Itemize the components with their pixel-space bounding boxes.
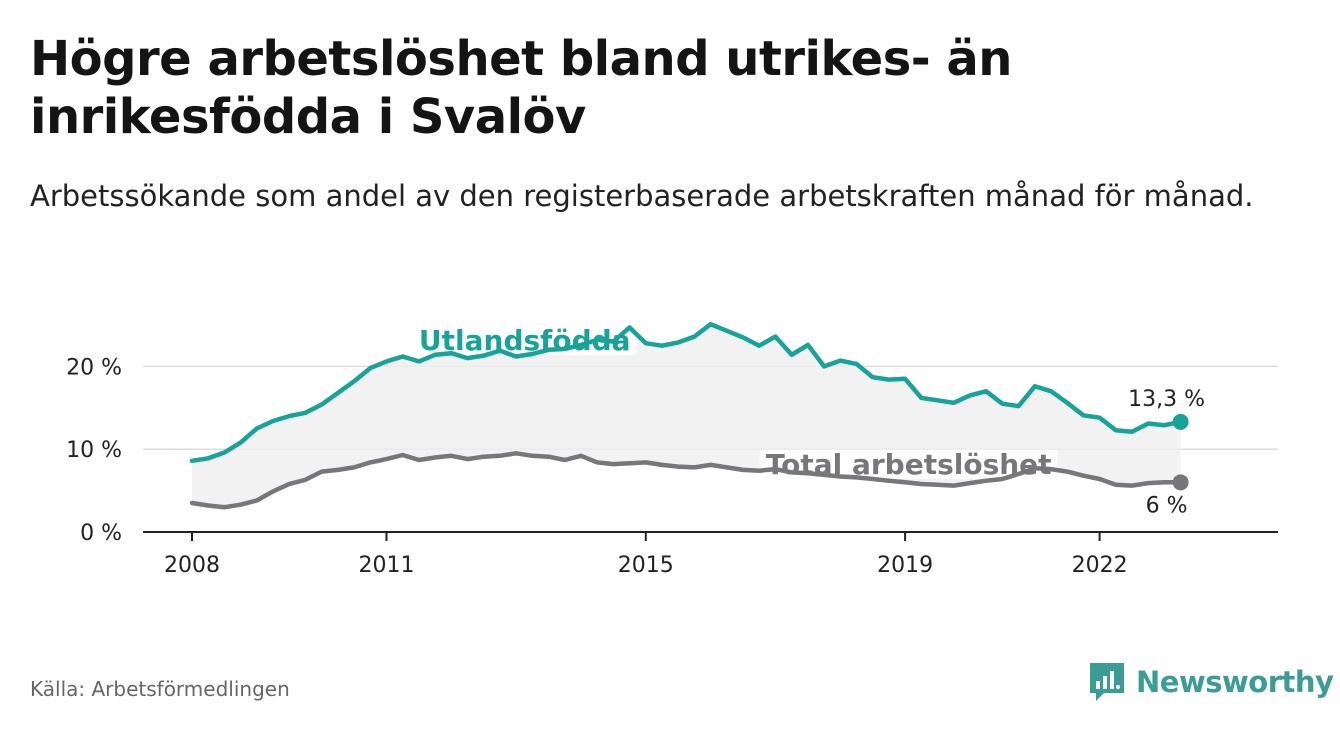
x-tick-label: 2019 — [877, 553, 933, 578]
source-note: Källa: Arbetsförmedlingen — [30, 677, 290, 701]
axes: 0 % 10 % 20 % 2008 2011 2015 2019 2022 — [66, 355, 1278, 578]
chart-title: Högre arbetslöshet bland utrikes- än inr… — [30, 31, 1012, 145]
series-label-background — [759, 450, 1058, 480]
y-tick-label: 0 % — [80, 521, 122, 546]
series-label-background — [412, 325, 637, 355]
x-tick-label: 2008 — [164, 553, 220, 578]
x-tick-label: 2022 — [1072, 553, 1128, 578]
series-end-label: 6 % — [1146, 493, 1188, 518]
series-name-label-total: Total arbetslöshet — [766, 448, 1052, 481]
y-tick-label: 20 % — [66, 355, 122, 380]
series-end-label: 13,3 % — [1128, 387, 1205, 412]
series-line-total — [189, 451, 1183, 510]
series-name-label-utlandsfodda: Utlandsfödda — [419, 324, 631, 357]
series-lines — [189, 321, 1189, 510]
brand-name: Newsworthy — [1136, 665, 1334, 699]
brand-logo[interactable]: Newsworthy — [1088, 660, 1334, 704]
chart-labels: 13,3 % 6 % Utlandsfödda Total arbetslöshet — [419, 324, 1205, 518]
series-line-utlandsfodda — [189, 321, 1183, 464]
newsworthy-logo-icon — [1090, 663, 1124, 701]
chart-subtitle: Arbetssökande som andel av den registerb… — [30, 179, 1254, 213]
y-tick-label: 10 % — [66, 438, 122, 463]
x-tick-label: 2011 — [358, 553, 414, 578]
series-label-backgrounds — [412, 325, 1058, 480]
line-chart: 0 % 10 % 20 % 2008 2011 2015 2019 2022 13,3 % 6 … — [66, 321, 1278, 578]
series-end-point — [1172, 413, 1189, 430]
series-end-point — [1172, 474, 1189, 491]
x-tick-label: 2015 — [618, 553, 674, 578]
